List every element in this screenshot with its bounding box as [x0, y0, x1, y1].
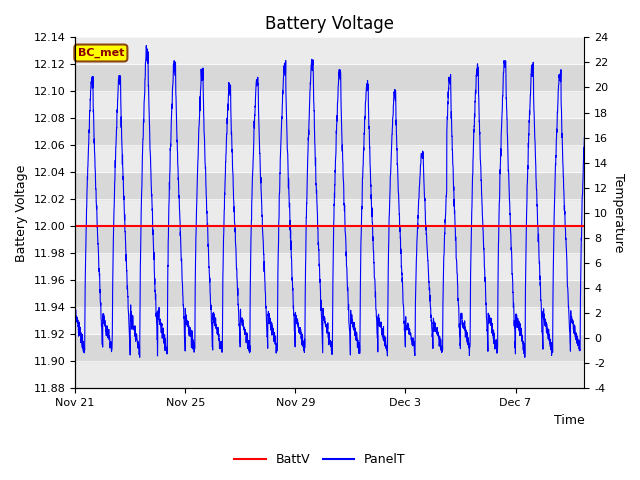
Bar [75, 199, 584, 227]
X-axis label: Time: Time [554, 414, 584, 427]
Bar [75, 361, 584, 388]
Bar [75, 253, 584, 280]
Bar [75, 335, 584, 361]
Y-axis label: Temperature: Temperature [612, 173, 625, 252]
Bar [75, 37, 584, 64]
Bar [75, 119, 584, 145]
Bar [75, 91, 584, 119]
Bar [75, 145, 584, 172]
Bar [75, 64, 584, 91]
Bar [75, 307, 584, 335]
Title: Battery Voltage: Battery Voltage [265, 15, 394, 33]
Bar [75, 227, 584, 253]
Text: BC_met: BC_met [77, 48, 124, 58]
Bar [75, 280, 584, 307]
Legend: BattV, PanelT: BattV, PanelT [229, 448, 411, 471]
Bar [75, 172, 584, 199]
Y-axis label: Battery Voltage: Battery Voltage [15, 164, 28, 262]
